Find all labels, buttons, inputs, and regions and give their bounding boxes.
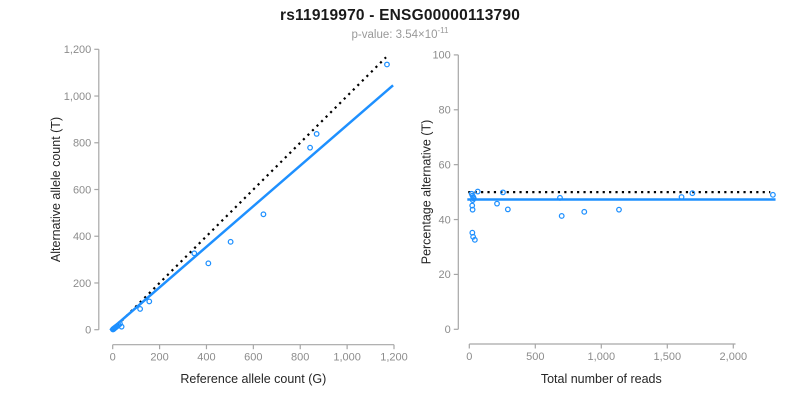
y-tick-label: 1,000 <box>64 91 92 103</box>
fit-line <box>109 84 394 332</box>
data-point <box>494 200 500 207</box>
y-tick-label: 600 <box>73 184 91 196</box>
x-tick-label: 1,500 <box>654 351 682 363</box>
x-tick-label: 2,000 <box>720 351 748 363</box>
y-axis-title: Percentage alternative (T) <box>420 120 434 265</box>
data-point <box>313 130 320 137</box>
data-point <box>616 206 622 213</box>
x-tick-label: 800 <box>291 352 309 364</box>
data-point <box>678 194 685 200</box>
x-axis-title: Total number of reads <box>541 372 662 386</box>
identity-line <box>111 56 387 331</box>
y-tick-label: 0 <box>85 325 91 337</box>
data-point <box>205 260 212 267</box>
x-axis-title: Reference allele count (G) <box>180 372 326 386</box>
y-tick-label: 0 <box>445 324 451 336</box>
data-point <box>558 213 565 219</box>
data-point <box>191 250 198 257</box>
x-tick-label: 1,000 <box>333 352 361 364</box>
y-tick-label: 1,200 <box>64 44 92 56</box>
data-point <box>137 305 144 312</box>
x-tick-label: 400 <box>197 352 215 364</box>
x-tick-label: 0 <box>466 351 472 363</box>
x-tick-label: 1,000 <box>588 351 616 363</box>
data-point <box>227 238 234 245</box>
y-tick-label: 800 <box>73 138 91 150</box>
y-tick-label: 40 <box>439 214 451 226</box>
data-point <box>146 298 153 305</box>
y-tick-label: 80 <box>439 105 451 117</box>
x-tick-label: 600 <box>244 352 262 364</box>
data-point <box>769 191 776 198</box>
data-point <box>504 206 511 213</box>
x-tick-label: 200 <box>150 352 168 364</box>
p-value-exponent: -11 <box>437 26 449 35</box>
y-tick-label: 20 <box>439 269 451 281</box>
data-point <box>260 211 267 218</box>
p-value-text: p-value: 3.54×10 <box>351 28 438 41</box>
y-axis-title: Alternative allele count (T) <box>49 117 63 262</box>
y-tick-label: 400 <box>73 231 91 243</box>
data-point <box>469 206 476 213</box>
x-tick-label: 1,200 <box>380 352 408 364</box>
x-tick-label: 500 <box>526 351 544 363</box>
data-point <box>500 189 506 196</box>
data-point <box>581 208 588 215</box>
x-tick-label: 0 <box>110 352 116 364</box>
data-point <box>557 194 563 201</box>
data-point <box>384 61 390 68</box>
y-tick-label: 100 <box>432 50 450 62</box>
data-point <box>689 190 696 197</box>
figure-title: rs11919970 - ENSG00000113790 <box>279 7 521 24</box>
data-point <box>118 323 125 330</box>
data-point <box>471 236 478 243</box>
figure-subtitle: p-value: 3.54×10-11 <box>0 26 800 41</box>
data-point <box>474 188 481 195</box>
y-tick-label: 200 <box>73 278 91 290</box>
data-point <box>469 197 476 203</box>
data-point <box>307 144 314 151</box>
y-tick-label: 60 <box>439 159 451 171</box>
